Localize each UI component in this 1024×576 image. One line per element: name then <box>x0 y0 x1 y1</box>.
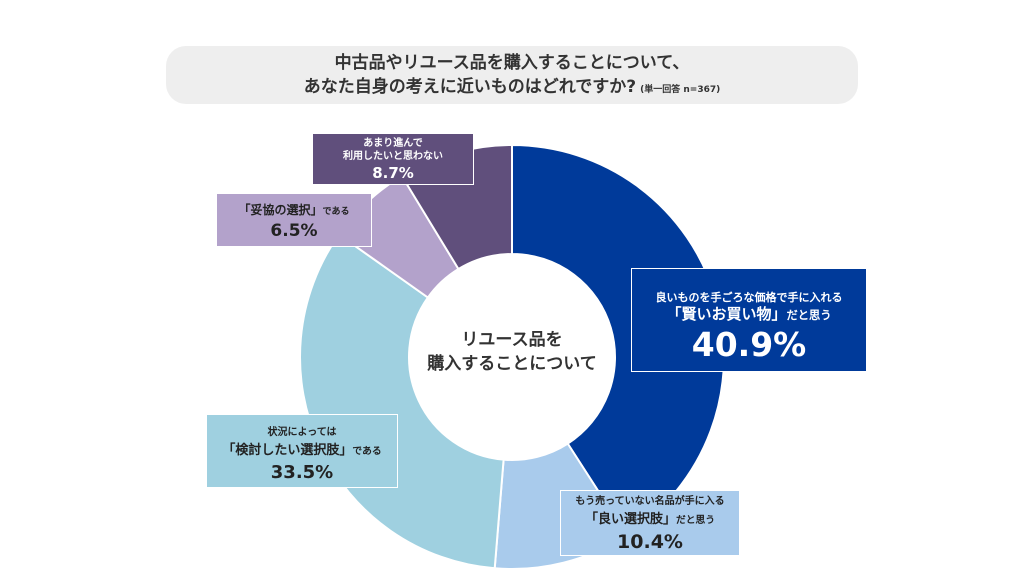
center-line1: リユース品を <box>461 330 563 350</box>
chart-title-line1: 中古品やリユース品を購入することについて、 <box>334 53 690 73</box>
label-1-line2: 「良い選択肢」だと思う <box>585 512 715 527</box>
label-1-main: 「良い選択肢」 <box>584 512 676 527</box>
label-1-percent: 10.4% <box>617 530 683 553</box>
chart-title-line2: あなた自身の考えに近いものはどれですか? (単一回答 n=367) <box>166 75 858 102</box>
label-yoi-sentakushi: もう売っていない名品が手に入る 「良い選択肢」だと思う 10.4% <box>560 490 740 556</box>
slice-kentou-sentakushi <box>299 233 505 570</box>
donut-center-label: リユース品を 購入することについて <box>412 328 612 376</box>
label-0-percent: 40.9% <box>691 325 807 365</box>
label-1-line1: もう売っていない名品が手に入る <box>575 496 725 507</box>
label-3-main: 「妥協の選択」 <box>238 203 323 217</box>
chart-title-box: 中古品やリユース品を購入することについて、 あなた自身の考えに近いものはどれです… <box>166 46 858 104</box>
label-riyou-shitakunai: あまり進んで 利用したいと思わない 8.7% <box>312 133 474 185</box>
label-2-percent: 33.5% <box>270 461 334 483</box>
label-dakyou-sentaku: 「妥協の選択」である 6.5% <box>216 193 372 247</box>
label-0-suffix: だと思う <box>786 309 832 323</box>
label-3-line1: 「妥協の選択」である <box>217 203 371 218</box>
label-2-line2: 「検討したい選択肢」である <box>222 443 381 458</box>
label-0-line2: 「賢いお買い物」だと思う <box>666 305 831 323</box>
sample-note: (単一回答 n=367) <box>640 85 721 95</box>
chart-title-line2-text: あなた自身の考えに近いものはどれですか? <box>303 77 637 97</box>
label-3-percent: 6.5% <box>270 220 318 241</box>
label-2-suffix: である <box>352 446 382 457</box>
label-1-suffix: だと思う <box>676 515 715 526</box>
label-0-main: 「賢いお買い物」 <box>666 305 787 324</box>
label-2-main: 「検討したい選択肢」 <box>222 443 353 458</box>
center-line2: 購入することについて <box>427 354 597 374</box>
label-4-line2: 利用したいと思わない <box>343 151 443 162</box>
label-kentou-sentakushi: 状況によっては 「検討したい選択肢」である 33.5% <box>206 414 398 488</box>
label-3-suffix: である <box>322 207 350 217</box>
label-4-percent: 8.7% <box>372 164 414 182</box>
label-kashikoi-okaimono: 良いものを手ごろな価格で手に入れる 「賢いお買い物」だと思う 40.9% <box>631 268 867 372</box>
label-2-line1: 状況によっては <box>267 427 337 438</box>
label-0-line1: 良いものを手ごろな価格で手に入れる <box>655 291 843 304</box>
label-4-line1: あまり進んで <box>363 138 423 149</box>
